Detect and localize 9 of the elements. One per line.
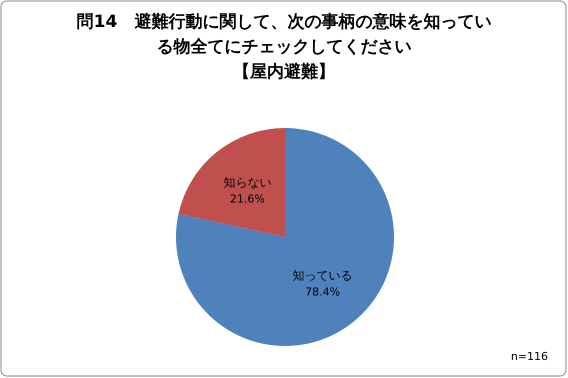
slice-label: 知らない [223,175,272,190]
data-label: 78.4% [305,286,340,299]
pie-slice [176,128,394,346]
data-label: 21.6% [230,192,265,206]
text: n=116 [510,350,548,363]
slice-label: 知っている [292,268,353,283]
pie-slice [178,128,285,237]
chart-subtitle: 【屋内避難】 [233,62,335,82]
chart-title: 問14 避難行動に関して、次の事柄の意味を知っている物全てにチェックしてください [76,12,492,57]
